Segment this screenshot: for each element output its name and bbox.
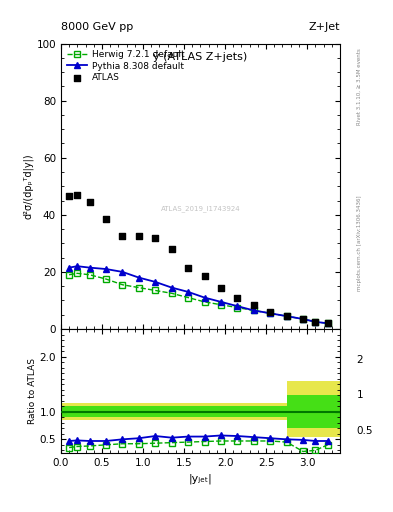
Text: ȳ (ATLAS Z+jets): ȳ (ATLAS Z+jets): [153, 52, 248, 62]
Pythia 8.308 default: [87, 265, 92, 271]
Herwig 7.2.1 default: [120, 282, 125, 288]
ATLAS: [234, 293, 241, 302]
Herwig 7.2.1 default: [186, 294, 191, 301]
Pythia 8.308 default: [67, 265, 72, 271]
Text: Rivet 3.1.10, ≥ 3.5M events: Rivet 3.1.10, ≥ 3.5M events: [357, 48, 362, 125]
Herwig 7.2.1 default: [252, 307, 256, 313]
Text: 1: 1: [357, 390, 363, 400]
ATLAS: [119, 232, 126, 240]
Herwig 7.2.1 default: [169, 290, 174, 296]
Line: Herwig 7.2.1 default: Herwig 7.2.1 default: [66, 270, 331, 326]
Pythia 8.308 default: [252, 307, 256, 313]
ATLAS: [86, 198, 93, 206]
ATLAS: [152, 233, 158, 242]
ATLAS: [218, 284, 224, 292]
ATLAS: [169, 245, 175, 253]
Pythia 8.308 default: [219, 299, 223, 305]
ATLAS: [66, 192, 72, 200]
Pythia 8.308 default: [186, 289, 191, 295]
Pythia 8.308 default: [235, 303, 240, 309]
Herwig 7.2.1 default: [268, 310, 273, 316]
X-axis label: |yⱼₑₜ|: |yⱼₑₜ|: [189, 474, 212, 484]
ATLAS: [136, 232, 142, 240]
Pythia 8.308 default: [325, 320, 330, 326]
Pythia 8.308 default: [75, 263, 80, 269]
ATLAS: [300, 315, 306, 323]
Pythia 8.308 default: [104, 266, 108, 272]
Text: 0.5: 0.5: [357, 426, 373, 436]
Pythia 8.308 default: [268, 310, 273, 316]
ATLAS: [312, 318, 318, 326]
Pythia 8.308 default: [169, 285, 174, 291]
Herwig 7.2.1 default: [313, 319, 318, 325]
Herwig 7.2.1 default: [301, 316, 305, 322]
Herwig 7.2.1 default: [136, 285, 141, 291]
Text: mcplots.cern.ch [arXiv:1306.3436]: mcplots.cern.ch [arXiv:1306.3436]: [357, 196, 362, 291]
Text: Z+Jet: Z+Jet: [309, 22, 340, 32]
ATLAS: [251, 301, 257, 309]
Herwig 7.2.1 default: [104, 276, 108, 282]
Pythia 8.308 default: [202, 294, 207, 301]
Herwig 7.2.1 default: [202, 299, 207, 305]
Herwig 7.2.1 default: [325, 320, 330, 326]
Y-axis label: Ratio to ATLAS: Ratio to ATLAS: [28, 358, 37, 424]
Pythia 8.308 default: [313, 319, 318, 325]
Herwig 7.2.1 default: [284, 313, 289, 319]
Herwig 7.2.1 default: [87, 272, 92, 278]
ATLAS: [267, 308, 274, 316]
ATLAS: [185, 264, 191, 272]
ATLAS: [283, 312, 290, 320]
Herwig 7.2.1 default: [67, 272, 72, 278]
Pythia 8.308 default: [120, 269, 125, 275]
Y-axis label: d²σ/(dpₚᵀd|y|): d²σ/(dpₚᵀd|y|): [23, 154, 34, 219]
Text: 8000 GeV pp: 8000 GeV pp: [61, 22, 133, 32]
ATLAS: [325, 319, 331, 327]
Herwig 7.2.1 default: [235, 305, 240, 311]
Pythia 8.308 default: [136, 274, 141, 281]
Pythia 8.308 default: [153, 279, 158, 285]
Legend: Herwig 7.2.1 default, Pythia 8.308 default, ATLAS: Herwig 7.2.1 default, Pythia 8.308 defau…: [65, 48, 186, 84]
Pythia 8.308 default: [301, 316, 305, 322]
Herwig 7.2.1 default: [219, 302, 223, 308]
Herwig 7.2.1 default: [153, 287, 158, 293]
ATLAS: [201, 272, 208, 280]
ATLAS: [74, 191, 81, 199]
Herwig 7.2.1 default: [75, 270, 80, 276]
Line: Pythia 8.308 default: Pythia 8.308 default: [66, 263, 331, 327]
ATLAS: [103, 215, 109, 223]
Text: 2: 2: [357, 355, 363, 365]
Text: ATLAS_2019_I1743924: ATLAS_2019_I1743924: [161, 206, 240, 212]
Pythia 8.308 default: [284, 313, 289, 319]
